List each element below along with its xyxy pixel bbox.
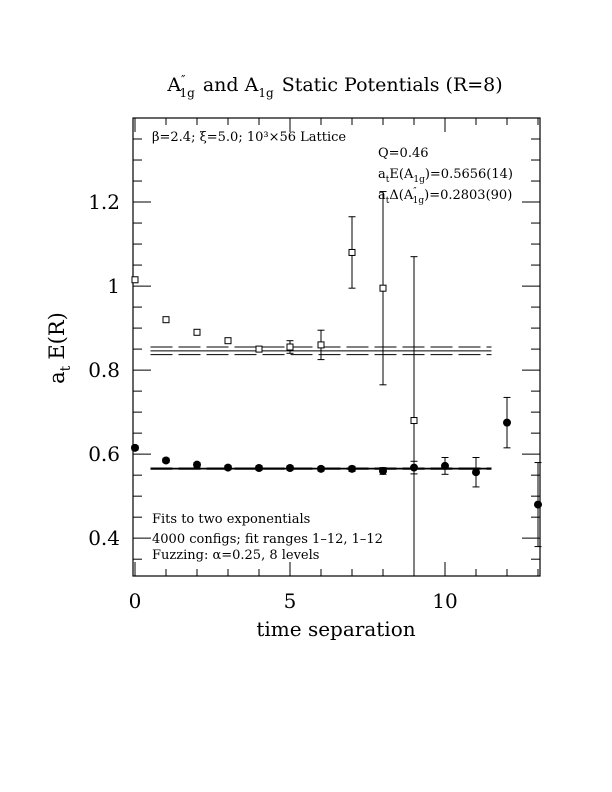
open-square-point [162, 316, 170, 324]
circle-marker [472, 468, 480, 477]
title-main-sup: ″ [181, 73, 186, 87]
title-middle-sub: 1g [258, 86, 274, 100]
x-tick-label: 0 [129, 589, 142, 613]
title-main: A [166, 74, 181, 96]
x-axis-label: time separation [256, 617, 415, 641]
open-square-point [224, 337, 232, 345]
y-axis-label: at E(R) [45, 312, 74, 384]
fit-bands [150, 346, 492, 470]
y-tick-label: 1.2 [88, 190, 120, 214]
square-marker [224, 337, 232, 345]
square-marker [348, 248, 356, 256]
square-marker [193, 328, 201, 336]
square-marker [286, 343, 294, 351]
title-main-sub: 1g [180, 86, 196, 100]
square-marker [317, 341, 325, 349]
filled-circle-point [131, 443, 139, 452]
filled-circle-point [441, 457, 449, 475]
filled-circle-point [255, 464, 263, 473]
square-marker [410, 417, 418, 425]
open-square-point [131, 276, 139, 284]
ylabel-tail: E(R) [45, 312, 69, 360]
y-tick-label: 1 [107, 274, 120, 298]
plot-frame [132, 117, 541, 577]
filled-circle-point [503, 396, 511, 449]
filled-circle-point [162, 456, 170, 465]
annotation-params: β=2.4; ξ=5.0; 10³×56 Lattice [152, 130, 346, 145]
x-tick-label: 10 [432, 589, 457, 613]
axis-ticks [133, 117, 540, 576]
axis-tick-labels: 0 5 10 0.4 0.6 0.8 1 1.2 [88, 190, 458, 613]
chart-title: A″ 1g and A1g Static Potentials (R=8) [166, 73, 502, 100]
circle-marker [441, 461, 449, 470]
circle-marker [379, 466, 387, 475]
open-square-point [379, 191, 387, 386]
filled-circle-point [379, 466, 387, 475]
square-marker [379, 284, 387, 292]
open-square-point [193, 328, 201, 336]
y-tick-label: 0.8 [88, 358, 120, 382]
circle-marker [348, 464, 356, 473]
data-points [131, 191, 542, 576]
circle-marker [162, 456, 170, 465]
open-square-point [317, 329, 325, 361]
circle-marker [131, 443, 139, 452]
open-square-point [286, 340, 294, 354]
square-marker [131, 276, 139, 284]
x-tick-label: 5 [284, 589, 297, 613]
open-square-point [255, 345, 263, 353]
circle-marker [255, 464, 263, 473]
filled-circle-point [193, 460, 201, 469]
y-tick-label: 0.4 [88, 526, 120, 550]
ylabel-sub: t [58, 365, 74, 371]
annotation-note-2: 4000 configs; fit ranges 1–12, 1–12 [152, 532, 383, 547]
title-middle: and A [203, 74, 259, 96]
annotation-note-3: Fuzzing: α=0.25, 8 levels [152, 548, 319, 563]
filled-circle-point [348, 464, 356, 473]
ylabel-main: a [45, 371, 69, 384]
open-square-point [348, 216, 356, 289]
annotation-note-1: Fits to two exponentials [152, 512, 310, 527]
filled-circle-point [534, 462, 542, 548]
circle-marker [534, 500, 542, 509]
filled-circle-point [224, 463, 232, 472]
annotation-q: Q=0.46 [378, 146, 429, 161]
filled-circle-point [472, 457, 480, 488]
annotation-e-fit: atE(A1g)=0.5656(14) [378, 167, 513, 185]
square-marker [255, 345, 263, 353]
circle-marker [317, 464, 325, 473]
circle-marker [193, 460, 201, 469]
circle-marker [224, 463, 232, 472]
circle-marker [286, 464, 294, 473]
circle-marker [503, 418, 511, 427]
annotation-delta-fit: atΔ(A″ 1g)=0.2803(90) [378, 187, 512, 206]
filled-circle-point [317, 464, 325, 473]
title-tail: Static Potentials (R=8) [282, 74, 503, 96]
circle-marker [410, 463, 418, 472]
filled-circle-point [286, 464, 294, 473]
filled-circle-point [410, 460, 418, 475]
open-square-point [410, 256, 418, 576]
square-marker [162, 316, 170, 324]
y-tick-label: 0.6 [88, 442, 120, 466]
